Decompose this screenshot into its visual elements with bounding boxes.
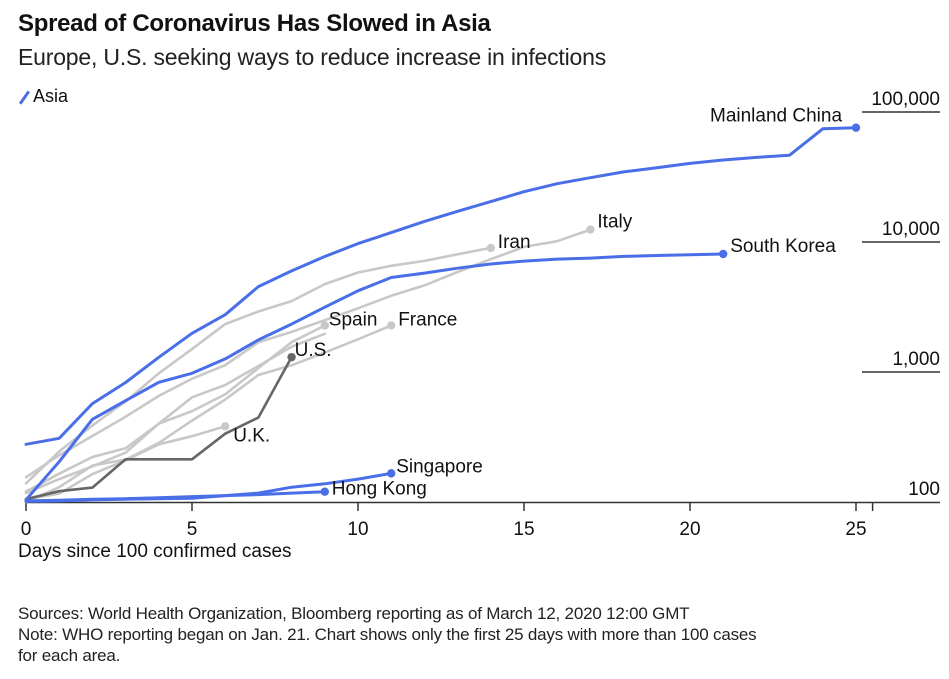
- series-end-marker-hong-kong: [320, 487, 329, 496]
- series-line-hong-kong: [24, 490, 327, 503]
- series-end-marker-singapore: [387, 469, 396, 478]
- series-line-south-korea: [24, 252, 725, 502]
- x-axis-title: Days since 100 confirmed cases: [18, 541, 292, 562]
- series-label-hong-kong: Hong Kong: [332, 479, 427, 500]
- y-tick-label: 10,000: [882, 219, 940, 240]
- series-end-marker-u-k: [221, 422, 230, 431]
- y-tick-label: 1,000: [892, 349, 940, 370]
- legend-label-asia: Asia: [33, 86, 69, 106]
- series-label-iran: Iran: [498, 232, 531, 253]
- series-label-south-korea: South Korea: [730, 236, 836, 257]
- x-tick-label: 5: [187, 519, 198, 540]
- y-tick-label: 100: [908, 479, 940, 500]
- series-line-italy: [24, 228, 592, 479]
- footnote-line-1: Note: WHO reporting began on Jan. 21. Ch…: [18, 625, 757, 644]
- y-tick-label: 100,000: [871, 89, 940, 110]
- series-label-france: France: [398, 309, 457, 330]
- x-tick-label: 0: [21, 519, 32, 540]
- series-label-italy: Italy: [597, 212, 632, 233]
- series-label-u-s: U.S.: [295, 340, 332, 361]
- x-tick-label: 20: [679, 519, 700, 540]
- series-line-germany: [24, 332, 327, 495]
- series-line-spain: [24, 324, 327, 494]
- series-label-spain: Spain: [329, 310, 378, 331]
- series-end-marker-france: [387, 321, 396, 330]
- series-line-mainland-china: [24, 126, 858, 446]
- series-lines: [24, 123, 861, 504]
- footnote-line-2: for each area.: [18, 646, 121, 665]
- x-axis: 0 5 10 15 20 25: [21, 501, 940, 540]
- series-end-marker-italy: [586, 225, 595, 234]
- sources-note: Sources: World Health Organization, Bloo…: [18, 604, 690, 623]
- series-label-mainland-china: Mainland China: [710, 106, 842, 127]
- series-label-u-k: U.K.: [233, 425, 270, 446]
- series-end-marker-south-korea: [719, 249, 728, 259]
- series-end-marker-u-s: [287, 352, 296, 362]
- x-tick-label: 15: [513, 519, 534, 540]
- x-tick-label: 10: [347, 519, 368, 540]
- footer: Sources: World Health Organization, Bloo…: [18, 603, 757, 666]
- x-tick-label: 25: [845, 519, 866, 540]
- y-axis: 100 1,000 10,000 100,000: [862, 89, 940, 500]
- series-labels: Iran Italy Spain France U.K. U.S. Mainland Chi…: [233, 106, 842, 500]
- series-line-iran: [24, 246, 493, 485]
- series-end-marker-iran: [486, 243, 495, 253]
- legend: Asia: [18, 86, 68, 107]
- series-label-singapore: Singapore: [396, 456, 483, 477]
- series-end-marker-mainland-china: [851, 123, 861, 132]
- series-line-u-s: [24, 355, 293, 501]
- chart-subtitle: Europe, U.S. seeking ways to reduce incr…: [18, 44, 606, 70]
- series-end-marker-spain: [320, 321, 329, 330]
- chart-title: Spread of Coronavirus Has Slowed in Asia: [18, 10, 491, 37]
